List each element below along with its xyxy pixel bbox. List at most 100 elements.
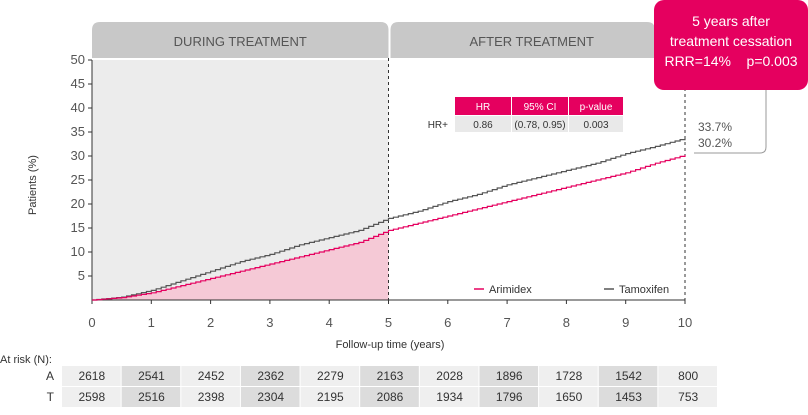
callout-line-2: treatment cessation xyxy=(670,33,792,49)
hr-row-label: HR+ xyxy=(428,120,448,131)
hr-value-cell xyxy=(455,116,511,132)
end-label-tamoxifen: 33.7% xyxy=(698,120,732,134)
at-risk-cell xyxy=(360,387,419,407)
y-tick-label: 40 xyxy=(71,100,85,115)
phase-label-after: AFTER TREATMENT xyxy=(470,34,595,49)
at-risk-cell xyxy=(300,387,360,407)
at-risk-cell xyxy=(598,387,658,407)
at-risk-value: 800 xyxy=(678,369,698,383)
y-tick-label: 45 xyxy=(71,76,85,91)
at-risk-cell xyxy=(419,366,479,386)
at-risk-value: 2452 xyxy=(198,369,225,383)
at-risk-cell xyxy=(300,366,360,386)
at-risk-value: 2541 xyxy=(138,369,165,383)
at-risk-value: 1934 xyxy=(436,390,463,404)
phase-bar-during xyxy=(92,22,389,58)
x-tick-label: 10 xyxy=(678,315,692,330)
at-risk-cell xyxy=(658,387,717,407)
arimidex-fill-area xyxy=(92,230,389,300)
x-tick-label: 6 xyxy=(444,315,451,330)
legend-label-arimidex: Arimidex xyxy=(489,284,532,296)
at-risk-cell xyxy=(479,366,539,386)
at-risk-cell xyxy=(419,387,479,407)
at-risk-value: 2195 xyxy=(317,390,344,404)
at-risk-value: 2618 xyxy=(78,369,105,383)
y-tick-label: 30 xyxy=(71,148,85,163)
x-tick-label: 4 xyxy=(326,315,333,330)
callout-connector xyxy=(694,88,767,154)
hr-header-cell xyxy=(455,97,511,115)
callout-line-3: RRR=14% p=0.003 xyxy=(664,53,797,69)
y-axis-label: Patients (%) xyxy=(27,155,39,215)
at-risk-value: 1728 xyxy=(556,369,583,383)
at-risk-value: 2516 xyxy=(138,390,165,404)
at-risk-row-label: T xyxy=(47,390,55,404)
at-risk-cell xyxy=(121,366,181,386)
x-axis: 0 1 2 3 4 5 6 7 8 9 10 xyxy=(88,299,692,330)
at-risk-cell xyxy=(240,387,300,407)
at-risk-cell xyxy=(240,366,300,386)
x-tick-label: 7 xyxy=(503,315,510,330)
series-line-tamoxifen xyxy=(92,138,686,301)
legend: Arimidex Tamoxifen xyxy=(474,284,669,296)
at-risk-cell xyxy=(181,387,240,407)
y-tick-label: 15 xyxy=(71,220,85,235)
x-axis-label: Follow-up time (years) xyxy=(336,339,445,351)
x-tick-label: 0 xyxy=(88,315,95,330)
x-tick-label: 3 xyxy=(266,315,273,330)
at-risk-value: 1650 xyxy=(556,390,583,404)
at-risk-value: 2279 xyxy=(317,369,344,383)
at-risk-value: 2398 xyxy=(198,390,225,404)
at-risk-value: 1542 xyxy=(615,369,642,383)
hr-header-cell xyxy=(569,97,623,115)
y-tick-label: 25 xyxy=(71,172,85,187)
at-risk-value: 1453 xyxy=(615,390,642,404)
hr-ci-value: (0.78, 0.95) xyxy=(514,120,565,131)
hr-header-hr: HR xyxy=(476,102,490,113)
at-risk-cell xyxy=(479,387,539,407)
at-risk-cell xyxy=(181,366,240,386)
at-risk-row-label: A xyxy=(46,369,54,383)
callout-line-1: 5 years after xyxy=(692,13,770,29)
at-risk-label: At risk (N): xyxy=(0,354,52,366)
end-label-arimidex: 30.2% xyxy=(698,136,732,150)
at-risk-value: 1896 xyxy=(496,369,523,383)
series-line-arimidex xyxy=(92,155,686,301)
at-risk-cell xyxy=(121,387,181,407)
hr-table: HR 95% CI p-value HR+ 0.86 (0.78, 0.95) … xyxy=(428,97,623,132)
x-tick-label: 5 xyxy=(385,315,392,330)
y-tick-label: 5 xyxy=(78,268,85,283)
y-axis: 5 10 15 20 25 30 35 40 45 50 xyxy=(71,52,93,300)
y-tick-label: 50 xyxy=(71,52,85,67)
at-risk-cell xyxy=(598,366,658,386)
at-risk-table: A 2618 2541 2452 2362 2279 2163 2028 1896 1728 154… xyxy=(46,366,717,407)
legend-label-tamoxifen: Tamoxifen xyxy=(619,284,669,296)
hr-header-p: p-value xyxy=(580,102,613,113)
hr-value: 0.86 xyxy=(473,120,493,131)
at-risk-cell xyxy=(360,366,419,386)
phase-bar-after xyxy=(390,22,655,58)
hr-header-cell xyxy=(512,97,568,115)
hr-header-ci: 95% CI xyxy=(524,102,557,113)
hr-value-cell xyxy=(569,116,623,132)
at-risk-cell xyxy=(62,387,121,407)
x-tick-label: 8 xyxy=(563,315,570,330)
callout-box xyxy=(654,0,808,90)
at-risk-value: 2598 xyxy=(78,390,105,404)
at-risk-cell xyxy=(658,366,717,386)
y-tick-label: 35 xyxy=(71,124,85,139)
at-risk-cell xyxy=(539,366,598,386)
x-tick-label: 9 xyxy=(622,315,629,330)
at-risk-value: 2163 xyxy=(377,369,404,383)
y-tick-label: 10 xyxy=(71,244,85,259)
at-risk-value: 2086 xyxy=(377,390,404,404)
at-risk-value: 2304 xyxy=(257,390,284,404)
at-risk-value: 2362 xyxy=(257,369,284,383)
at-risk-value: 2028 xyxy=(436,369,463,383)
hr-value-cell xyxy=(512,116,568,132)
phase-label-during: DURING TREATMENT xyxy=(174,34,307,49)
at-risk-value: 1796 xyxy=(496,390,523,404)
x-tick-label: 2 xyxy=(207,315,214,330)
at-risk-value: 753 xyxy=(678,390,698,404)
